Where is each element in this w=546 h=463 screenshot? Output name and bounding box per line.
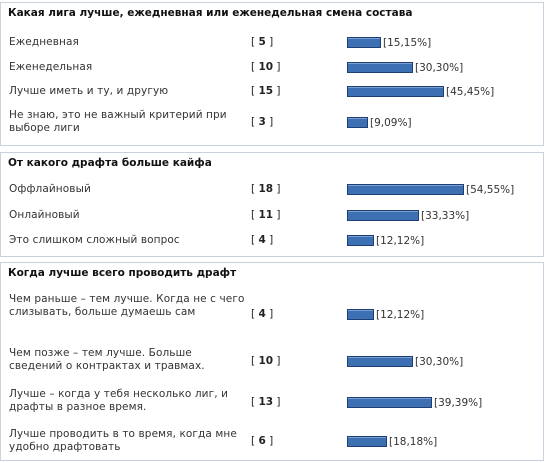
- result-bar-group: [45,45%]: [347, 85, 495, 98]
- result-percent: [9,09%]: [370, 116, 412, 129]
- vote-count: [ 11 ]: [251, 209, 281, 221]
- vote-count: [ 18 ]: [251, 183, 281, 195]
- result-percent: [45,45%]: [446, 85, 495, 98]
- poll-draft-timing: Когда лучше всего проводить драфт Чем ра…: [0, 262, 544, 461]
- result-bar-group: [12,12%]: [347, 234, 425, 247]
- result-percent: [18,18%]: [389, 435, 438, 448]
- option-label: Чем позже – тем лучше. Больше сведений о…: [9, 347, 205, 372]
- result-percent: [15,15%]: [383, 36, 432, 49]
- result-bar: [347, 356, 413, 367]
- option-label: Оффлайновый: [9, 183, 91, 195]
- result-bar: [347, 86, 444, 97]
- vote-count: [ 15 ]: [251, 85, 281, 97]
- result-bar: [347, 436, 387, 447]
- result-bar-group: [12,12%]: [347, 308, 425, 321]
- option-label: Чем раньше – тем лучше. Когда не с чего …: [9, 293, 245, 318]
- result-bar: [347, 37, 381, 48]
- vote-count: [ 6 ]: [251, 435, 274, 447]
- option-label: Лучше – когда у тебя несколько лиг, и др…: [9, 388, 228, 413]
- option-label: Это слишком сложный вопрос: [9, 234, 180, 246]
- result-bar: [347, 117, 368, 128]
- result-bar: [347, 184, 464, 195]
- result-percent: [39,39%]: [434, 396, 483, 409]
- vote-count: [ 3 ]: [251, 116, 274, 128]
- vote-count: [ 10 ]: [251, 61, 281, 73]
- poll-draft-type: От какого драфта больше кайфа Оффлайновы…: [0, 152, 544, 257]
- vote-count: [ 4 ]: [251, 234, 274, 246]
- result-bar-group: [30,30%]: [347, 355, 464, 368]
- result-percent: [33,33%]: [421, 209, 470, 222]
- result-percent: [54,55%]: [466, 183, 515, 196]
- result-bar-group: [30,30%]: [347, 61, 464, 74]
- result-percent: [30,30%]: [415, 61, 464, 74]
- poll-title: От какого драфта больше кайфа: [8, 157, 212, 169]
- result-bar-group: [39,39%]: [347, 396, 483, 409]
- option-label: Не знаю, это не важный критерий при выбо…: [9, 109, 227, 134]
- option-label: Еженедельная: [9, 61, 93, 73]
- result-bar: [347, 235, 374, 246]
- result-bar: [347, 397, 432, 408]
- result-bar-group: [15,15%]: [347, 36, 432, 49]
- result-bar: [347, 210, 419, 221]
- poll-title: Когда лучше всего проводить драфт: [8, 267, 237, 279]
- result-bar-group: [9,09%]: [347, 116, 412, 129]
- option-label: Лучше иметь и ту, и другую: [9, 85, 169, 97]
- result-bar: [347, 62, 413, 73]
- vote-count: [ 13 ]: [251, 396, 281, 408]
- vote-count: [ 10 ]: [251, 355, 281, 367]
- vote-count: [ 5 ]: [251, 36, 274, 48]
- result-percent: [12,12%]: [376, 234, 425, 247]
- result-bar-group: [33,33%]: [347, 209, 470, 222]
- result-bar: [347, 309, 374, 320]
- option-label: Лучше проводить в то время, когда мне уд…: [9, 428, 237, 453]
- result-bar-group: [54,55%]: [347, 183, 515, 196]
- result-percent: [12,12%]: [376, 308, 425, 321]
- result-bar-group: [18,18%]: [347, 435, 438, 448]
- vote-count: [ 4 ]: [251, 308, 274, 320]
- result-percent: [30,30%]: [415, 355, 464, 368]
- option-label: Ежедневная: [9, 36, 79, 48]
- poll-title: Какая лига лучше, ежедневная или еженеде…: [8, 7, 413, 19]
- poll-league-lineup: Какая лига лучше, ежедневная или еженеде…: [0, 2, 544, 146]
- option-label: Онлайновый: [9, 209, 80, 221]
